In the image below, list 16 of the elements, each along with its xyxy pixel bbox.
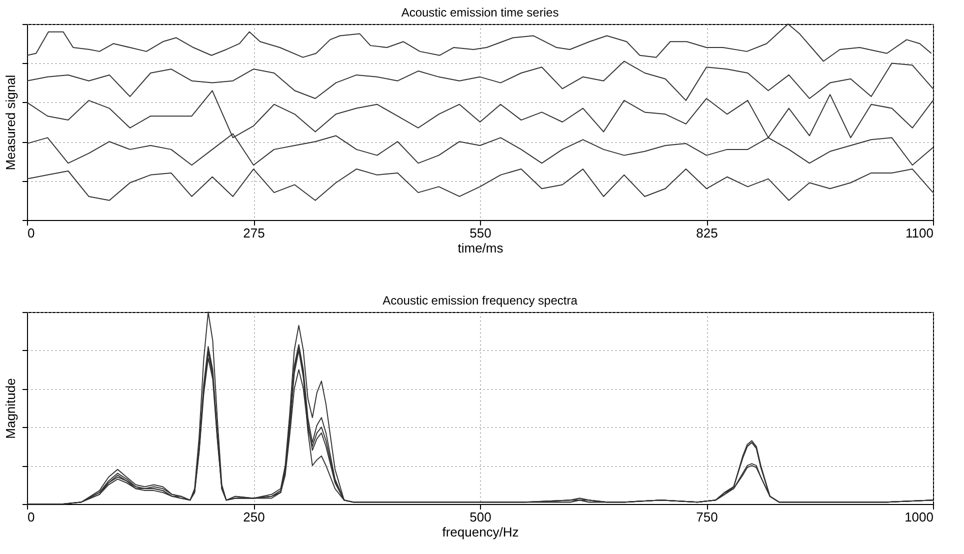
x-axis-title: frequency/Hz [442, 524, 519, 540]
x-tick-label: 1000 [904, 510, 934, 524]
x-tick-label: 825 [696, 226, 718, 240]
x-tick-label: 550 [470, 226, 492, 240]
x-tick-label: 250 [243, 510, 265, 524]
y-axis-title: Magnitude [3, 378, 18, 439]
chart-title: Acoustic emission frequency spectra [382, 294, 578, 308]
y-axis-title: Measured signal [3, 74, 18, 170]
x-tick-label: 275 [243, 226, 265, 240]
x-tick-label: 0 [28, 510, 35, 524]
x-axis-title: time/ms [458, 240, 504, 256]
x-tick-label: 0 [28, 226, 35, 240]
chart-title: Acoustic emission time series [401, 6, 559, 20]
x-tick-label: 500 [470, 510, 492, 524]
x-tick-label: 1100 [906, 226, 934, 240]
x-tick-label: 750 [696, 510, 718, 524]
